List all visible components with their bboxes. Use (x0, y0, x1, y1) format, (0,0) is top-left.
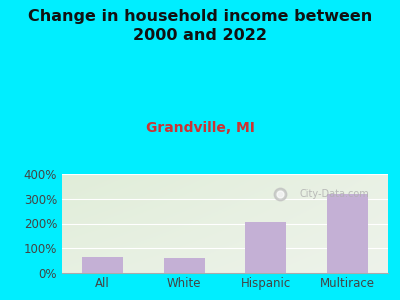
Bar (327, 194, 368, 273)
Bar (164, 258, 205, 273)
Text: Change in household income between
2000 and 2022: Change in household income between 2000 … (28, 9, 372, 43)
Bar (245, 222, 286, 273)
Text: Grandville, MI: Grandville, MI (146, 122, 254, 136)
Bar (82, 257, 123, 273)
Text: City-Data.com: City-Data.com (300, 189, 370, 199)
